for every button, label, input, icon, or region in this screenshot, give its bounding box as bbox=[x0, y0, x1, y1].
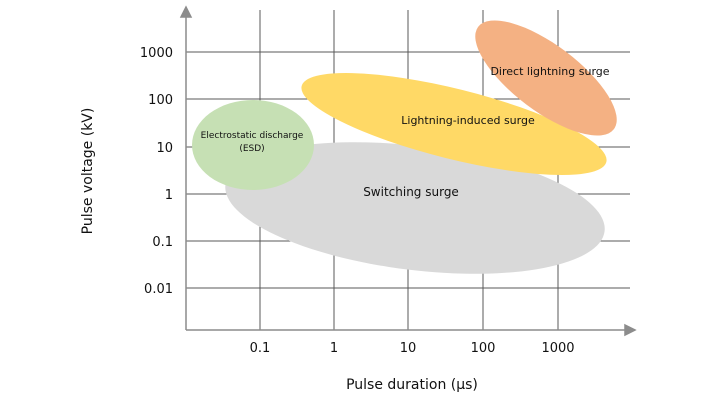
y-axis-arrow bbox=[179, 5, 193, 18]
x-tick-label: 1 bbox=[330, 341, 338, 356]
direct-lightning-surge-label: Direct lightning surge bbox=[490, 65, 609, 78]
x-tick-label: 0.1 bbox=[250, 341, 271, 356]
y-tick-label: 0.1 bbox=[152, 235, 173, 250]
esd-region bbox=[192, 100, 314, 190]
y-tick-label: 1 bbox=[165, 188, 173, 203]
region-labels: Switching surge Electrostatic discharge … bbox=[201, 65, 610, 199]
x-tick-label: 1000 bbox=[541, 341, 574, 356]
esd-label-line-2: (ESD) bbox=[239, 144, 264, 154]
y-axis-title: Pulse voltage (kV) bbox=[80, 108, 96, 235]
x-tick-labels: 0.1 1 10 100 1000 bbox=[250, 341, 575, 356]
switching-surge-region bbox=[225, 142, 605, 274]
x-tick-label: 10 bbox=[400, 341, 417, 356]
axes bbox=[179, 5, 637, 337]
esd-label-line-1: Electrostatic discharge bbox=[201, 131, 304, 141]
direct-lightning-surge-region bbox=[475, 20, 617, 136]
x-tick-label: 100 bbox=[471, 341, 496, 356]
lightning-induced-surge-label: Lightning-induced surge bbox=[401, 114, 535, 127]
y-tick-label: 0.01 bbox=[144, 282, 173, 297]
lightning-induced-surge-region bbox=[301, 73, 607, 175]
y-tick-label: 1000 bbox=[140, 46, 173, 61]
y-tick-label: 100 bbox=[148, 93, 173, 108]
x-axis-arrow bbox=[624, 323, 637, 337]
y-tick-labels: 1000 100 10 1 0.1 0.01 bbox=[140, 46, 173, 297]
x-axis-title: Pulse duration (μs) bbox=[346, 377, 478, 393]
regions bbox=[192, 20, 617, 274]
y-tick-label: 10 bbox=[156, 141, 173, 156]
switching-surge-label: Switching surge bbox=[363, 185, 459, 199]
